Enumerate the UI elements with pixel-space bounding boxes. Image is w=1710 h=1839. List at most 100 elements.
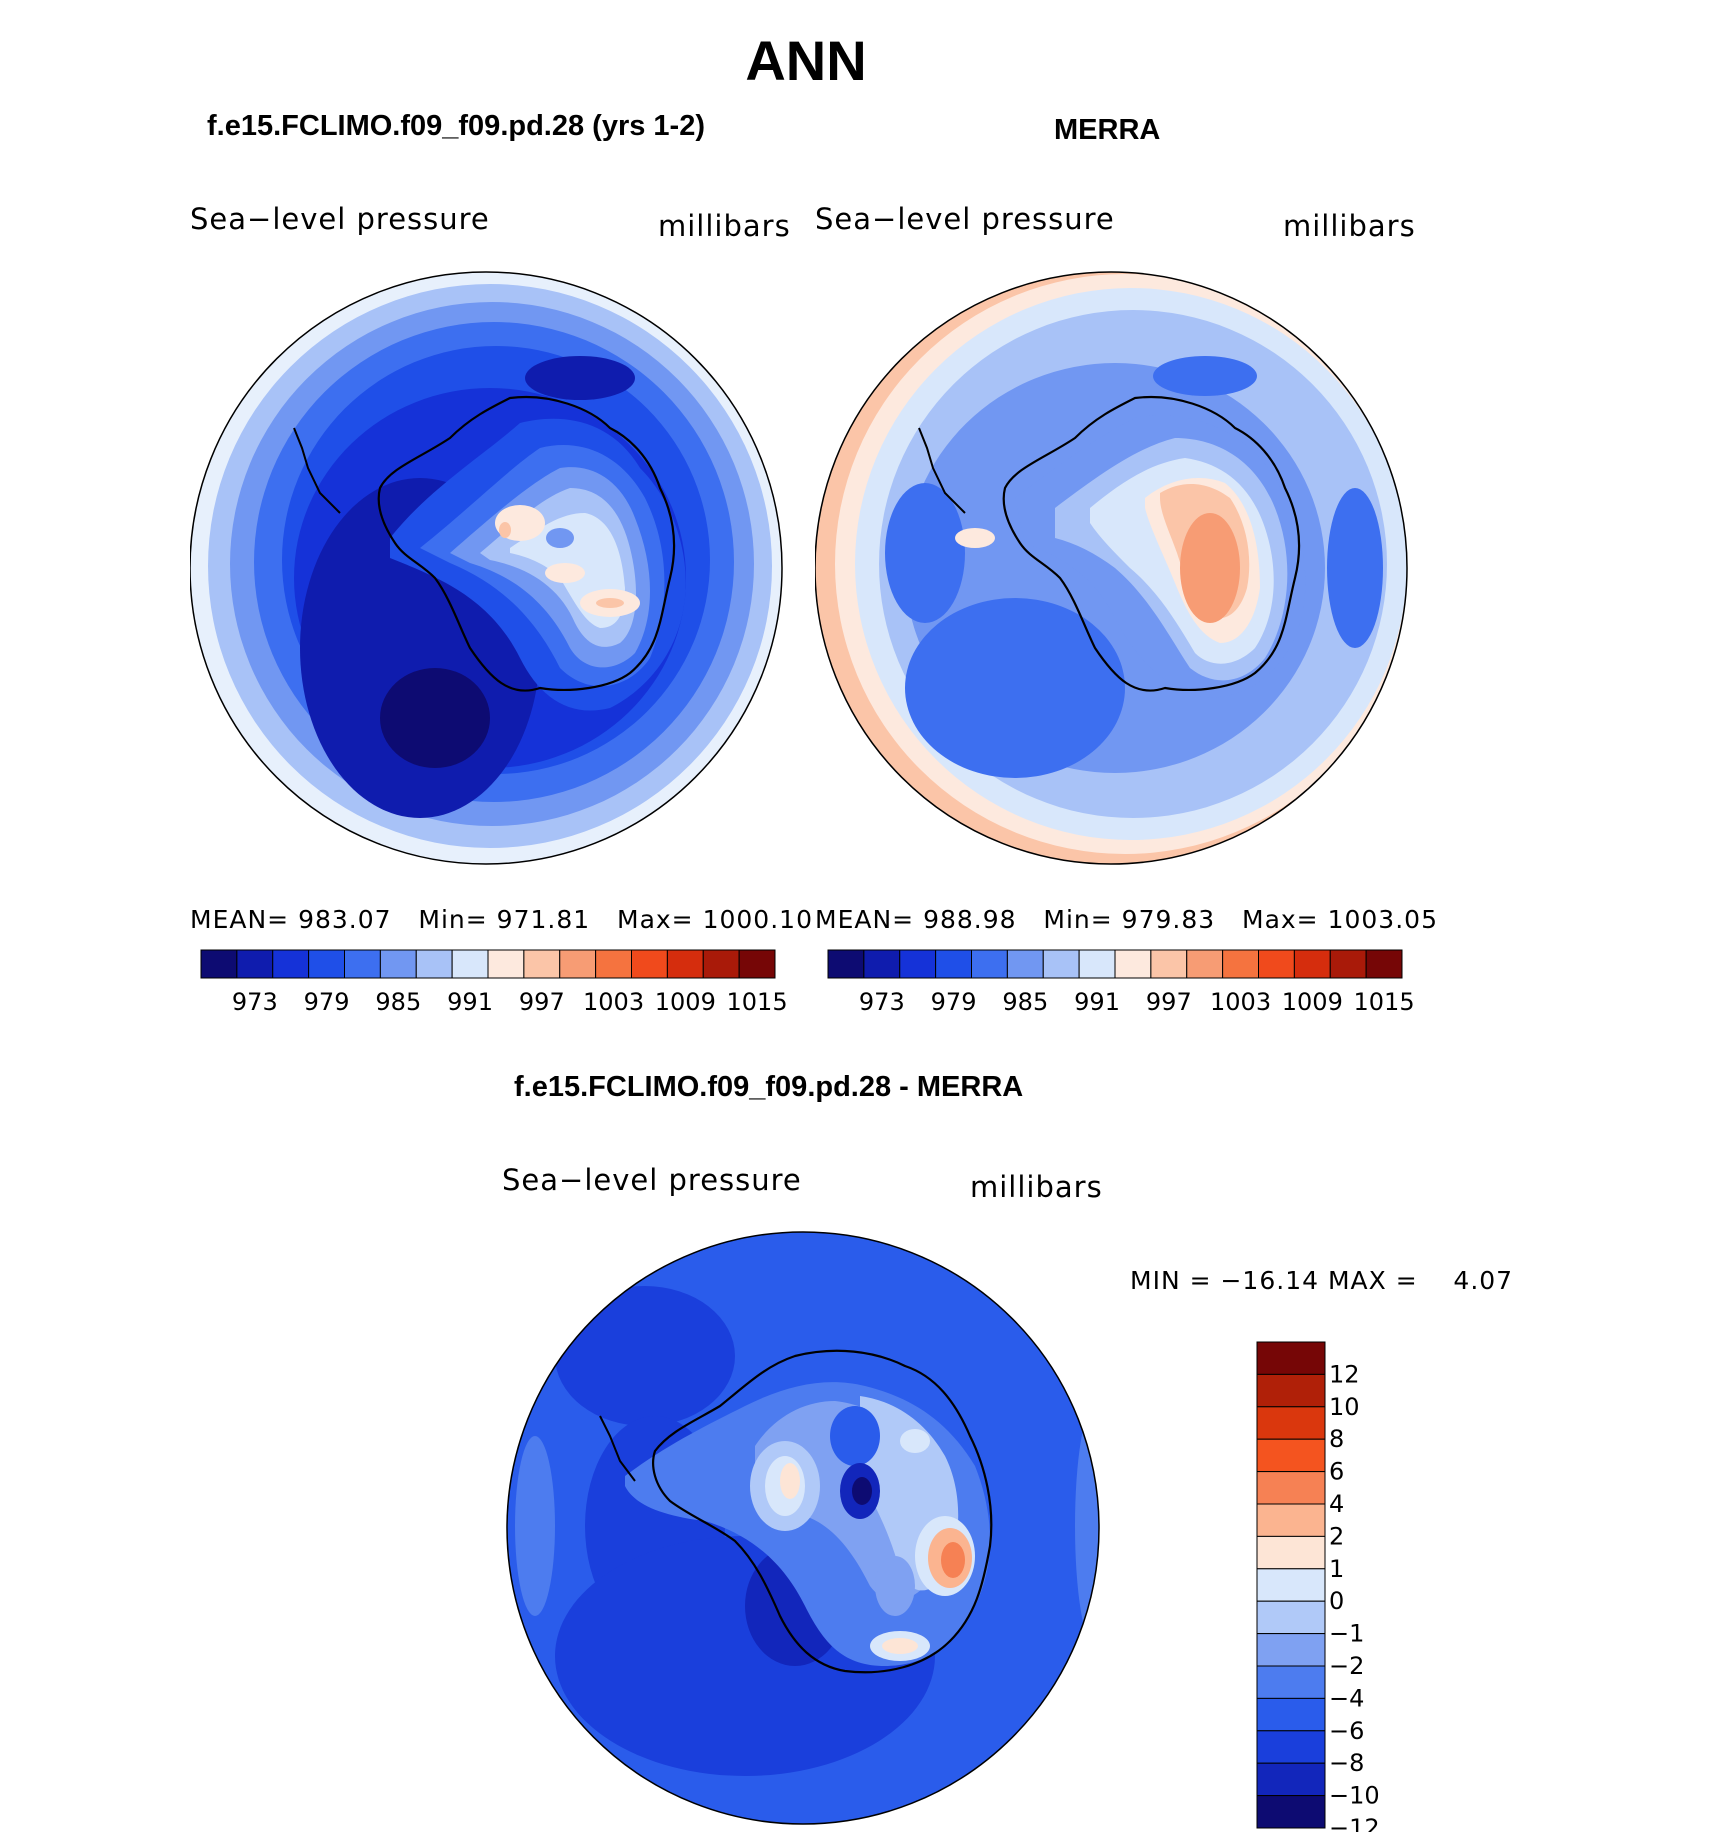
colorbar-swatch	[379, 949, 417, 979]
colorbar-swatch	[1256, 1633, 1326, 1667]
panel2-stats: MEAN= 988.98 Min= 979.83 Max= 1003.05	[815, 905, 1438, 934]
colorbar-tick-label: 985	[375, 988, 421, 1016]
colorbar-tick-label: 12	[1329, 1360, 1360, 1388]
max-label: Max=	[617, 905, 694, 934]
colorbar-swatch	[1329, 949, 1367, 979]
min-value: 979.83	[1121, 905, 1216, 934]
colorbar-tick-label: 991	[447, 988, 493, 1016]
colorbar-tick-label: 8	[1329, 1425, 1344, 1453]
colorbar-swatch	[451, 949, 489, 979]
colorbar-tick-label: 979	[931, 988, 977, 1016]
colorbar-swatch	[559, 949, 597, 979]
colorbar-swatch	[1256, 1762, 1326, 1797]
panel3-stats: MIN = −16.14 MAX = 4.07	[1130, 1266, 1514, 1295]
panel1-stats: MEAN= 983.07 Min= 971.81 Max= 1000.10	[190, 905, 813, 934]
max-label: Max=	[1242, 905, 1319, 934]
figure-title: ANN	[745, 29, 867, 92]
panel1-title: f.e15.FCLIMO.f09_f09.pd.28 (yrs 1-2)	[207, 110, 705, 142]
colorbar-swatch	[1256, 1665, 1326, 1699]
colorbar-tick-label: −12	[1329, 1814, 1380, 1832]
colorbar-swatch	[899, 949, 937, 979]
colorbar-swatch	[863, 949, 901, 979]
colorbar-tick-label: 1015	[1354, 988, 1415, 1016]
colorbar-swatch	[971, 949, 1008, 979]
colorbar-swatch	[308, 949, 345, 979]
colorbar-swatch	[1256, 1795, 1326, 1829]
colorbar-swatch	[523, 949, 561, 979]
colorbar-tick-label: 2	[1329, 1522, 1344, 1550]
colorbar-tick-label: 1003	[1210, 988, 1271, 1016]
mean-label: MEAN=	[815, 905, 915, 934]
colorbar-tick-label: 6	[1329, 1458, 1344, 1486]
panel1-colorbar: 973 979 985 991 997 1003 1009 1015	[200, 949, 788, 1016]
max-value: 1003.05	[1327, 905, 1438, 934]
panel2-map	[815, 271, 1408, 865]
colorbar-tick-label: 4	[1329, 1490, 1344, 1518]
colorbar-swatch	[1256, 1341, 1326, 1375]
colorbar-swatch	[272, 949, 310, 979]
min-value: 971.81	[496, 905, 591, 934]
colorbar-swatch	[487, 949, 525, 979]
colorbar-tick-label: 985	[1002, 988, 1048, 1016]
colorbar-tick-label: −1	[1329, 1620, 1364, 1648]
panel2-variable: Sea−level pressure	[815, 202, 1115, 236]
colorbar-swatch	[1006, 949, 1044, 979]
colorbar-tick-label: 0	[1329, 1587, 1344, 1615]
colorbar-swatch	[631, 949, 668, 979]
colorbar-tick-label: −10	[1329, 1782, 1380, 1810]
colorbar-swatch	[1256, 1373, 1326, 1408]
mean-value: 983.07	[298, 905, 392, 934]
colorbar-swatch	[1256, 1535, 1326, 1570]
colorbar-tick-label: 973	[232, 988, 278, 1016]
colorbar-swatch	[1256, 1697, 1326, 1732]
panel1-variable: Sea−level pressure	[190, 202, 490, 236]
colorbar-swatch	[827, 949, 865, 979]
colorbar-swatch	[1256, 1503, 1326, 1537]
panel3-units: millibars	[970, 1170, 1103, 1204]
min-label: Min=	[418, 905, 488, 934]
colorbar-tick-label: 997	[519, 988, 565, 1016]
colorbar-swatch	[1256, 1471, 1326, 1505]
colorbar-tick-label: 973	[859, 988, 905, 1016]
panel1-units: millibars	[658, 209, 791, 243]
mean-label: MEAN=	[190, 905, 290, 934]
colorbar-swatch	[935, 949, 972, 979]
colorbar-swatch	[1256, 1568, 1326, 1602]
panel2-title: MERRA	[1054, 114, 1161, 146]
colorbar-swatch	[1256, 1600, 1326, 1635]
panel3-variable: Sea−level pressure	[502, 1163, 802, 1197]
panel2-colorbar: 973 979 985 991 997 1003 1009 1015	[827, 949, 1415, 1016]
colorbar-tick-label: 10	[1329, 1393, 1360, 1421]
colorbar-tick-label: 1015	[727, 988, 788, 1016]
colorbar-swatch	[344, 949, 381, 979]
colorbar-swatch	[1256, 1438, 1326, 1473]
mean-value: 988.98	[923, 905, 1017, 934]
colorbar-swatch	[1042, 949, 1080, 979]
colorbar-swatch	[1150, 949, 1188, 979]
colorbar-tick-label: −6	[1329, 1717, 1364, 1745]
colorbar-tick-label: −8	[1329, 1749, 1364, 1777]
colorbar-swatch	[595, 949, 632, 979]
panel1-map	[190, 271, 783, 865]
colorbar-swatch	[1186, 949, 1224, 979]
panel3-map	[506, 1231, 1100, 1825]
colorbar-tick-label: 1003	[583, 988, 644, 1016]
colorbar-tick-label: 979	[304, 988, 350, 1016]
colorbar-tick-label: 1009	[655, 988, 716, 1016]
colorbar-swatch	[1114, 949, 1152, 979]
colorbar-tick-label: 1009	[1282, 988, 1343, 1016]
colorbar-swatch	[1365, 949, 1403, 979]
colorbar-swatch	[1256, 1406, 1326, 1440]
min-label: Min=	[1043, 905, 1113, 934]
colorbar-tick-label: −2	[1329, 1652, 1364, 1680]
panel2-units: millibars	[1283, 209, 1416, 243]
panel3-title: f.e15.FCLIMO.f09_f09.pd.28 - MERRA	[514, 1071, 1024, 1103]
colorbar-tick-label: 991	[1074, 988, 1120, 1016]
colorbar-swatch	[666, 949, 704, 979]
max-value: 1000.10	[702, 905, 813, 934]
colorbar-swatch	[415, 949, 453, 979]
colorbar-swatch	[1258, 949, 1295, 979]
colorbar-swatch	[1222, 949, 1259, 979]
colorbar-swatch	[738, 949, 776, 979]
